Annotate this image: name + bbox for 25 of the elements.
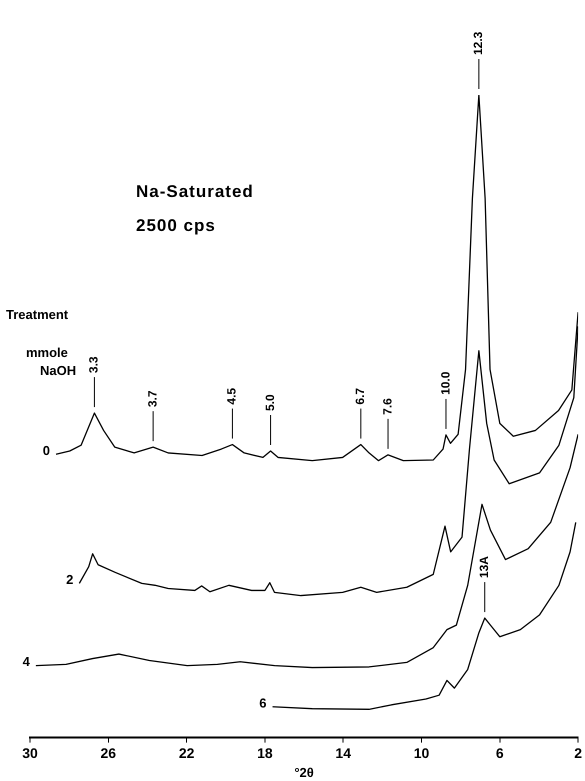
x-tick-label: 10 xyxy=(414,744,430,761)
annotation: 3.3 xyxy=(86,356,101,374)
x-tick-label: 30 xyxy=(22,744,38,761)
annotation: 3.7 xyxy=(145,390,160,408)
x-tick-label: 14 xyxy=(335,744,352,761)
annotation: 10.0 xyxy=(438,371,452,395)
x-tick-label: 2 xyxy=(574,744,582,761)
x-axis-title: °2θ xyxy=(294,764,314,780)
text: Na-Saturated xyxy=(136,182,254,202)
x-tick-label: 26 xyxy=(100,744,116,761)
annotation: 7.6 xyxy=(380,398,394,415)
text: Treatment mmole NaOH xyxy=(6,307,76,378)
series-label: 2 xyxy=(66,572,74,587)
annotation: 5.0 xyxy=(262,394,277,411)
text: 2500 cps xyxy=(136,216,216,236)
x-tick-label: 22 xyxy=(178,744,195,761)
series-label: 0 xyxy=(42,442,50,458)
annotation: 12.3 xyxy=(471,31,486,55)
annotation: 4.5 xyxy=(224,388,239,405)
annotation: 13A xyxy=(477,556,492,578)
annotation: 6.7 xyxy=(353,388,368,405)
series-label: 6 xyxy=(259,695,267,710)
x-tick-label: 18 xyxy=(257,744,273,761)
series-label: 4 xyxy=(22,654,31,670)
x-tick-label: 6 xyxy=(496,744,504,761)
